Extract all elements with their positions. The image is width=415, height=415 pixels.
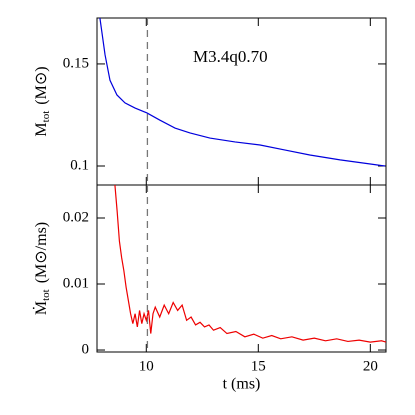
x-tick-label: 10: [139, 358, 154, 374]
y-tick-label: 0.15: [63, 55, 89, 71]
data-line: [114, 185, 386, 343]
y-label-subscript: tot: [40, 111, 52, 123]
annotation: M3.4q0.70: [193, 47, 268, 66]
y-tick-label: 0: [82, 341, 90, 357]
y-label-symbol: Ṁ: [32, 301, 50, 315]
y-tick-label: 0.1: [70, 157, 89, 173]
y-axis-label: Ṁtot (M⊙/ms): [32, 222, 52, 315]
x-tick-label: 15: [251, 358, 266, 374]
data-line: [99, 18, 386, 167]
y-label-unit: (M⊙/ms): [33, 222, 50, 283]
x-tick-label: 20: [363, 358, 378, 374]
y-tick-label: 0.02: [63, 209, 89, 225]
y-tick-label: 0.01: [63, 275, 89, 291]
y-label-subscript: tot: [40, 289, 52, 301]
y-label-unit: (M⊙): [33, 66, 50, 104]
panel-frame: [96, 184, 387, 353]
y-axis-label: Mtot (M⊙): [33, 66, 52, 136]
y-label-symbol: M: [33, 122, 50, 136]
x-axis-label: t (ms): [223, 376, 261, 393]
